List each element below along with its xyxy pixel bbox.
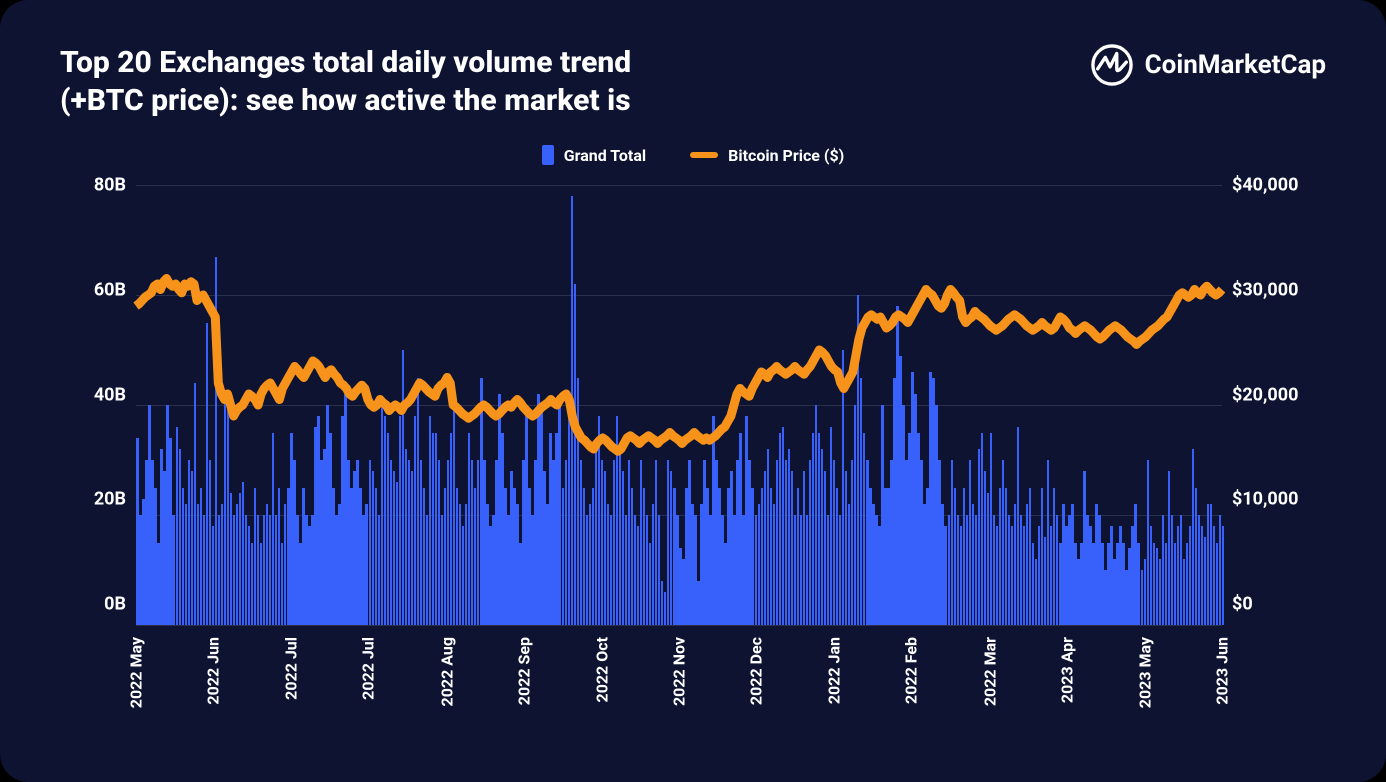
x-tick: 2022 Jul [359,637,378,700]
y-left-tick: 20B [60,489,126,510]
btc-price-line [136,185,1222,625]
legend-swatch-bar [542,145,554,165]
y-left-tick: 0B [60,594,126,615]
btc-line-path [136,279,1222,452]
x-tick: 2022 Jul [282,637,301,700]
x-tick: 2023 Jun [1213,637,1232,705]
y-right-tick: $10,000 [1232,489,1326,510]
header: Top 20 Exchanges total daily volume tren… [60,44,1326,119]
grid-line [136,625,1222,626]
y-right-tick: $0 [1232,594,1326,615]
y-left-tick: 40B [60,384,126,405]
x-tick: 2022 Feb [902,637,921,704]
y-left-tick: 80B [60,175,126,196]
y-left-tick: 60B [60,279,126,300]
x-tick: 2022 Dec [747,637,766,705]
x-tick: 2022 Jun [204,637,223,705]
legend-item-bar: Grand Total [542,145,646,165]
x-axis: 2022 May2022 Jun2022 Jul2022 Jul2022 Aug… [136,637,1222,707]
chart-area: 80B60B40B20B0B $40,000$30,000$20,000$10,… [60,185,1326,705]
x-tick: 2022 Aug [437,637,456,706]
x-tick: 2022 Jan [825,637,844,704]
title-line-1: Top 20 Exchanges total daily volume tren… [60,45,631,80]
coinmarketcap-logo-icon [1091,44,1133,86]
x-tick: 2022 Mar [980,637,999,706]
y-right-tick: $20,000 [1232,384,1326,405]
brand: CoinMarketCap [1091,44,1326,86]
title-line-2: (+BTC price): see how active the market … [60,83,631,118]
brand-name: CoinMarketCap [1145,50,1326,80]
x-tick: 2022 Oct [592,637,611,702]
legend-bar-label: Grand Total [564,146,646,165]
legend: Grand Total Bitcoin Price ($) [60,145,1326,165]
y-axis-left: 80B60B40B20B0B [60,185,126,625]
x-tick: 2022 Sep [514,637,533,705]
chart-title: Top 20 Exchanges total daily volume tren… [60,44,631,119]
y-right-tick: $30,000 [1232,279,1326,300]
x-tick: 2022 May [127,637,146,708]
legend-line-label: Bitcoin Price ($) [728,146,844,165]
x-tick: 2023 May [1135,637,1154,708]
y-right-tick: $40,000 [1232,175,1326,196]
legend-item-line: Bitcoin Price ($) [690,145,844,165]
x-tick: 2022 Nov [670,637,689,706]
plot-area [136,185,1222,625]
chart-card: Top 20 Exchanges total daily volume tren… [0,0,1386,782]
x-tick: 2023 Apr [1057,637,1076,703]
legend-swatch-line [690,152,718,158]
volume-bar [1222,526,1224,625]
y-axis-right: $40,000$30,000$20,000$10,000$0 [1232,185,1326,625]
